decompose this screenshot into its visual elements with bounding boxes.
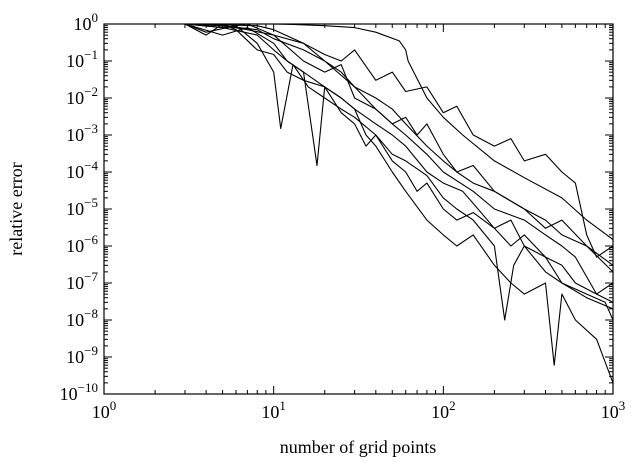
series-line-5 [184, 24, 613, 321]
y-tick-label: 10−8 [66, 306, 98, 330]
y-tick-label: 10−6 [66, 232, 98, 256]
series-line-2 [184, 24, 613, 258]
y-axis-ticks: 100 10−1 10−2 10−3 10−4 10−5 10−6 10−7 10−8 10−9 1… [60, 10, 613, 404]
series-line-1 [104, 24, 613, 240]
x-tick-label: 100 [92, 398, 117, 422]
y-tick-label: 10−1 [66, 47, 98, 71]
y-tick-label: 10−2 [66, 84, 98, 108]
x-axis-title: number of grid points [280, 437, 436, 457]
x-axis-ticks: 100 101 102 103 [92, 24, 626, 422]
y-tick-label: 100 [74, 10, 99, 34]
y-tick-label: 10−5 [66, 195, 98, 219]
series-line-7 [184, 24, 613, 295]
series-layer [104, 24, 613, 384]
series-line-3 [184, 24, 613, 273]
series-line-4 [184, 24, 613, 321]
y-axis-title: relative error [6, 162, 26, 255]
y-tick-label: 10−7 [66, 269, 98, 293]
plot-frame [103, 23, 614, 395]
y-tick-label: 10−10 [60, 380, 98, 404]
y-tick-label: 10−4 [66, 158, 98, 182]
x-tick-label: 101 [261, 398, 286, 422]
x-tick-label: 103 [601, 398, 626, 422]
series-line-9 [184, 24, 613, 266]
x-tick-label: 102 [431, 398, 456, 422]
y-tick-label: 10−3 [66, 121, 98, 145]
series-line-6 [184, 24, 613, 384]
y-tick-label: 10−9 [66, 343, 98, 367]
series-line-8 [184, 24, 613, 303]
